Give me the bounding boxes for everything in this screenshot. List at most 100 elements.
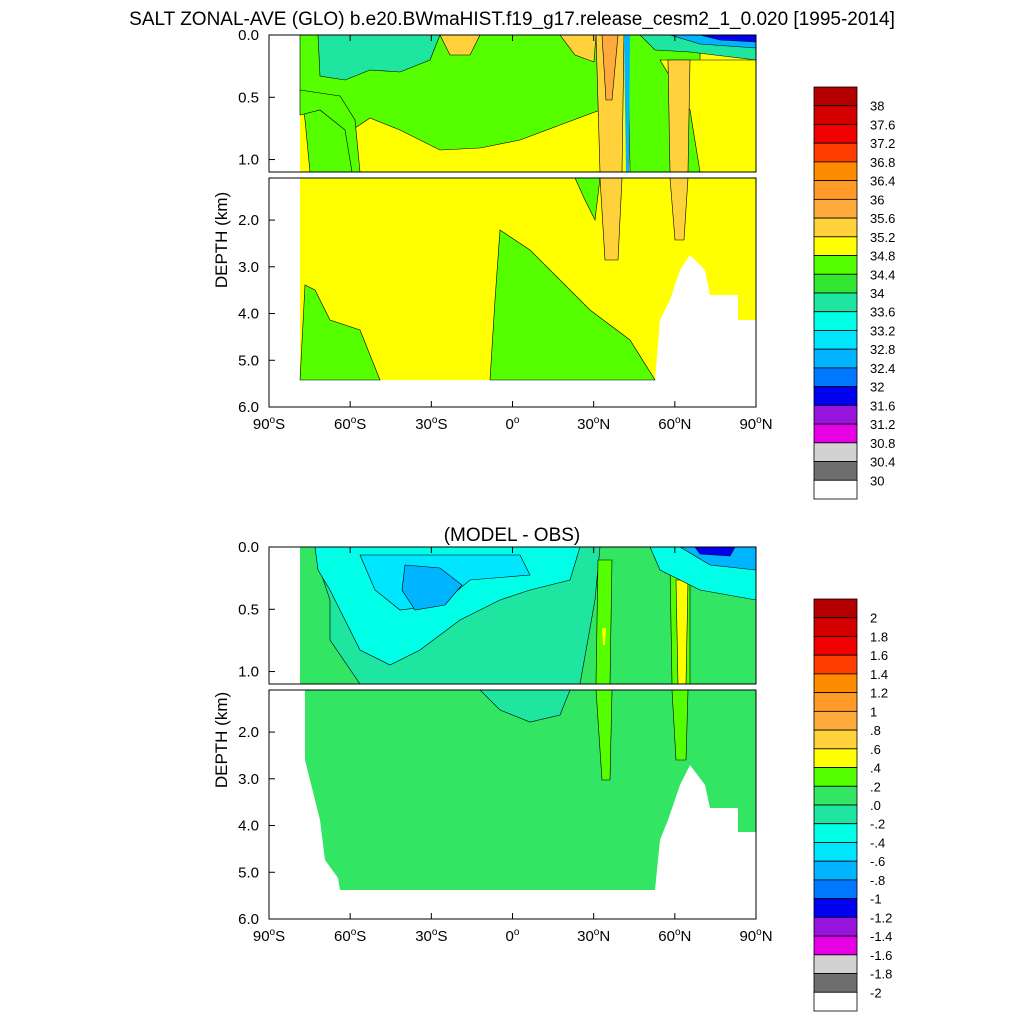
x-tick-label: 60oN (658, 415, 691, 433)
y-tick-label: 0.0 (238, 539, 259, 556)
x-tick-label: 30oN (577, 927, 610, 945)
colorbar-segment (813, 142, 858, 163)
upper-section-salinity (269, 35, 756, 172)
colorbar-label: 30 (870, 473, 884, 488)
colorbar-label: 34.8 (870, 249, 895, 264)
colorbar-label: -1.4 (870, 929, 892, 944)
x-tick-label: 90oS (253, 415, 285, 433)
colorbar-label: 1 (870, 704, 877, 719)
x-tick-label: 30oN (577, 415, 610, 433)
colorbar-segment (813, 804, 858, 825)
colorbar-segment (813, 386, 858, 406)
colorbar-label: -1.2 (870, 910, 892, 925)
colorbar-label: 1.4 (870, 667, 888, 682)
x-tick-label: 90oN (739, 927, 772, 945)
y-axis-label: DEPTH (km) (212, 692, 231, 788)
colorbar-segment (813, 935, 858, 956)
upper-section-anomaly (269, 547, 756, 684)
colorbar-label: -1.6 (870, 948, 892, 963)
colorbar-label: -1.8 (870, 967, 892, 982)
colorbar-segment (813, 105, 858, 125)
x-tick-label: 30oS (415, 415, 447, 433)
figure-title: SALT ZONAL-AVE (GLO) b.e20.BWmaHIST.f19_… (129, 9, 895, 30)
y-tick-label: 6.0 (238, 399, 259, 416)
colorbar-label: 35.6 (870, 211, 895, 226)
panel-salinity: 0.0 0.5 1.0 2.0 3.0 4.0 5.0 6.0 90oS 60oS 30oS 0o… (212, 27, 895, 500)
region-mediterranean-anomaly (595, 559, 613, 684)
colorbar-segment (813, 461, 858, 481)
region-subantarctic-blue (401, 564, 463, 611)
colorbar-segment (813, 636, 858, 656)
colorbar-segment (813, 673, 858, 694)
colorbar-label: 30.4 (870, 455, 895, 470)
panel-title: (MODEL - OBS) (444, 525, 581, 546)
x-tick-labels: 90oS 60oS 30oS 0o 30oN 60oN 90oN (253, 547, 773, 945)
colorbar-segment (813, 785, 858, 806)
y-ticks-upper: 0.0 0.5 1.0 (238, 539, 275, 681)
x-tick-label: 90oN (739, 415, 772, 433)
colorbar-label: 34 (870, 286, 884, 301)
colorbar-salinity: 38 37.6 37.2 36.8 36.4 36 35.6 35.2 34.8 34.4 34 33… (813, 86, 895, 500)
colorbar-label: .8 (870, 723, 881, 738)
colorbar-segment (813, 442, 858, 462)
colorbar-label: -.6 (870, 854, 885, 869)
colorbar-segment (813, 292, 858, 313)
colorbar-label: 37.2 (870, 136, 895, 151)
lower-section-salinity (269, 178, 756, 407)
colorbar-label: 36.8 (870, 155, 895, 170)
colorbar-label: 33.6 (870, 305, 895, 320)
y-tick-label: 0.5 (238, 89, 259, 106)
x-tick-labels: 90oS 60oS 30oS 0o 30oN 60oN 90oN (253, 35, 773, 433)
colorbar-label: 32.4 (870, 361, 895, 376)
region-deep-green-lower (305, 690, 756, 890)
colorbar-segment (813, 954, 858, 974)
colorbar-label: .6 (870, 742, 881, 757)
colorbar-label: 33.2 (870, 323, 895, 338)
colorbar-label: 1.8 (870, 629, 888, 644)
colorbar-segment (813, 330, 858, 350)
region-subtropical-cyan (317, 35, 441, 81)
colorbar-segment (813, 404, 858, 425)
lower-section-anomaly (269, 690, 756, 919)
colorbar-label: -.2 (870, 817, 885, 832)
colorbar-label: 36.4 (870, 174, 895, 189)
colorbar-segment (813, 348, 858, 369)
colorbar-segment (813, 916, 858, 937)
colorbar-segment (813, 748, 858, 768)
colorbar-label: -.4 (870, 835, 885, 850)
x-tick-label: 90oS (253, 927, 285, 945)
x-tick-label: 60oN (658, 927, 691, 945)
y-tick-label: 2.0 (238, 724, 259, 741)
colorbar-segment (813, 367, 858, 388)
colorbar-label: 38 (870, 99, 884, 114)
colorbar-label: .0 (870, 798, 881, 813)
y-tick-label: 0.0 (238, 27, 259, 44)
colorbar-segment (813, 898, 858, 918)
colorbar-segment (813, 255, 858, 275)
colorbar-label: 37.6 (870, 117, 895, 132)
x-tick-label: 30oS (415, 927, 447, 945)
colorbar-segment (813, 217, 858, 238)
y-ticks-lower: 2.0 3.0 4.0 5.0 6.0 (238, 724, 275, 928)
colorbar-label: .4 (870, 761, 881, 776)
colorbar-label: 32 (870, 380, 884, 395)
colorbar-label: -2 (870, 985, 882, 1000)
colorbar-segment (813, 198, 858, 219)
colorbar-segment (813, 180, 858, 200)
y-tick-label: 2.0 (238, 212, 259, 229)
y-tick-label: 5.0 (238, 864, 259, 881)
region-southern-deep-green (299, 284, 381, 381)
x-tick-label: 60oS (334, 927, 366, 945)
colorbar-label: 35.2 (870, 230, 895, 245)
y-tick-label: 6.0 (238, 911, 259, 928)
y-axis-label: DEPTH (km) (212, 192, 231, 288)
y-ticks-lower: 2.0 3.0 4.0 5.0 6.0 (238, 212, 275, 416)
y-tick-label: 4.0 (238, 306, 259, 323)
colorbar-segment (813, 617, 858, 637)
colorbar-label: -.8 (870, 873, 885, 888)
colorbar-anomaly: 21.81.61.41.21.8.6.4.2.0-.2-.4-.6-.8-1-1… (813, 598, 892, 1012)
colorbar-label: 30.8 (870, 436, 895, 451)
colorbar-segment (813, 236, 858, 256)
colorbar-segment (813, 124, 858, 144)
